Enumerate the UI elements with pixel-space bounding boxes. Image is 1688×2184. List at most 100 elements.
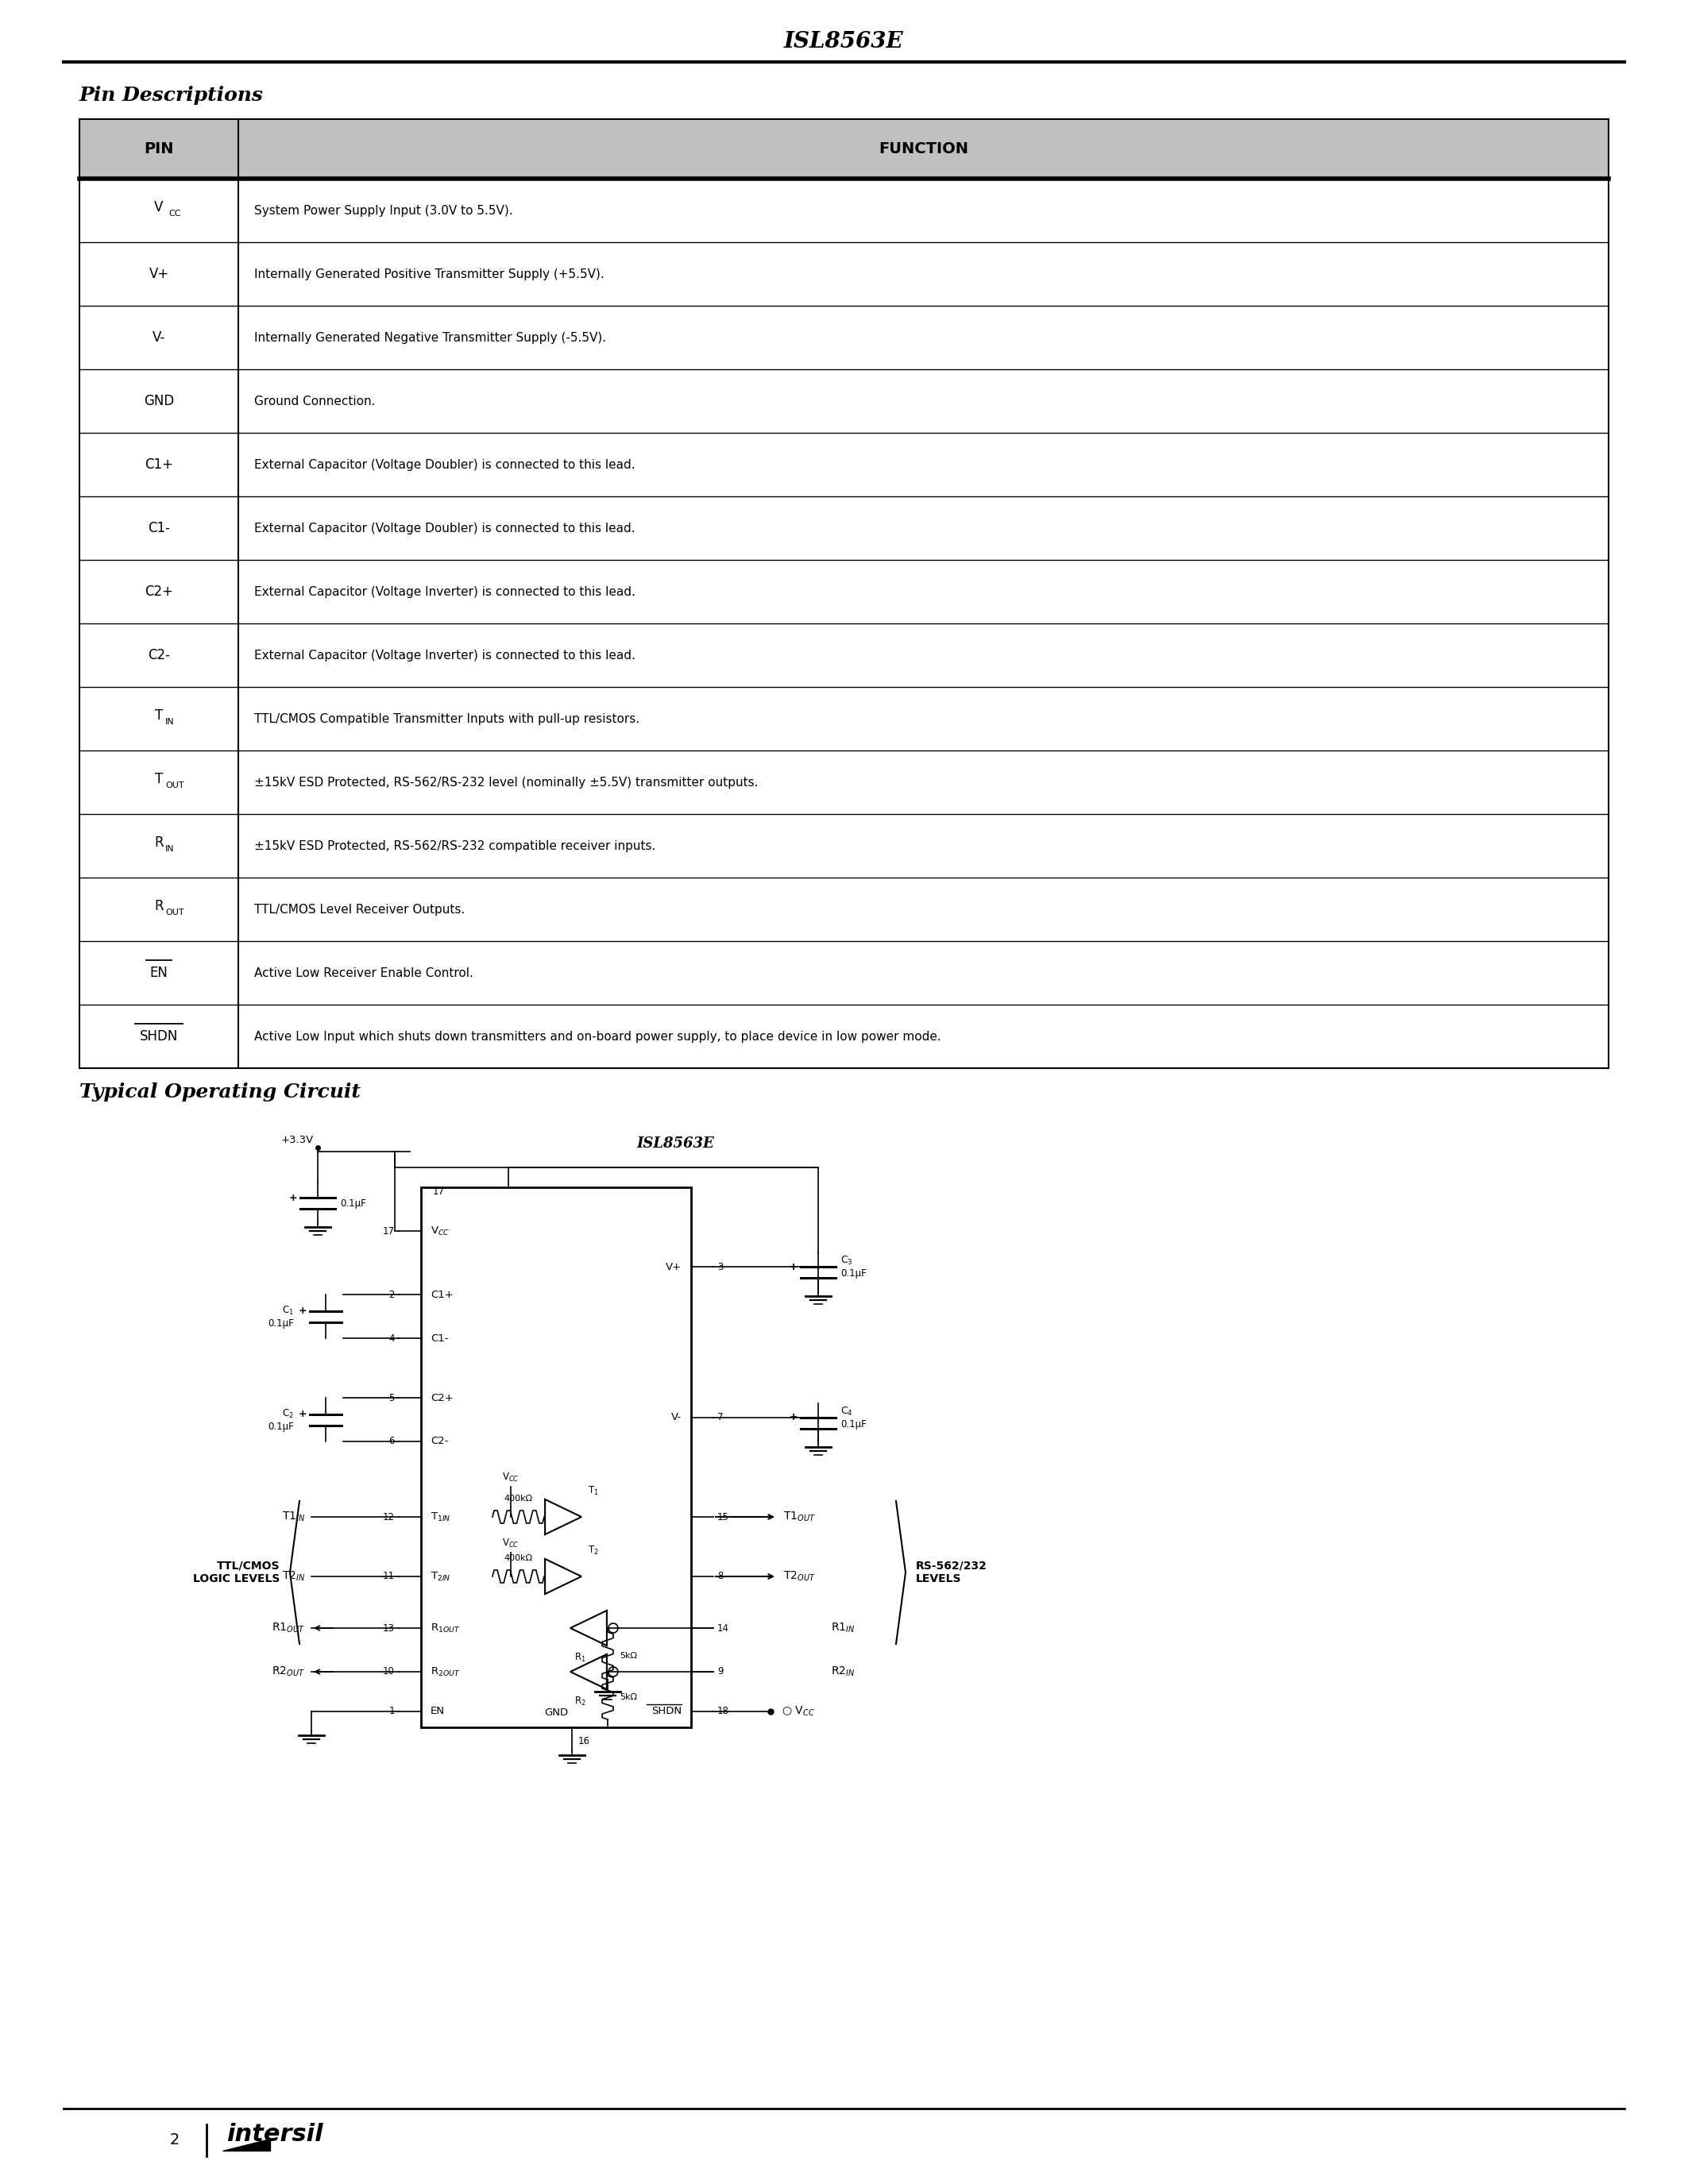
Text: GND: GND	[544, 1708, 567, 1719]
Text: ISL8563E: ISL8563E	[636, 1136, 714, 1151]
Text: intersil: intersil	[226, 2123, 322, 2147]
Text: V: V	[154, 201, 164, 214]
Text: ±15kV ESD Protected, RS-562/RS-232 compatible receiver inputs.: ±15kV ESD Protected, RS-562/RS-232 compa…	[255, 841, 655, 852]
Text: V$_{CC}$: V$_{CC}$	[430, 1225, 449, 1236]
Text: T1$_{IN}$: T1$_{IN}$	[282, 1511, 306, 1524]
Text: T2$_{IN}$: T2$_{IN}$	[282, 1570, 306, 1583]
Polygon shape	[223, 2138, 270, 2151]
Text: EN: EN	[430, 1706, 446, 1717]
Text: 13: 13	[383, 1623, 395, 1634]
Text: R: R	[154, 900, 164, 913]
Text: 0.1μF: 0.1μF	[339, 1199, 366, 1208]
Text: OUT: OUT	[165, 782, 184, 788]
Text: 8: 8	[717, 1570, 722, 1581]
Text: System Power Supply Input (3.0V to 5.5V).: System Power Supply Input (3.0V to 5.5V)…	[255, 205, 513, 216]
Text: IN: IN	[165, 845, 174, 854]
Text: C1-: C1-	[149, 522, 170, 535]
Text: R$_1$: R$_1$	[574, 1651, 586, 1664]
Text: Typical Operating Circuit: Typical Operating Circuit	[79, 1083, 361, 1101]
Text: T$_{2IN}$: T$_{2IN}$	[430, 1570, 451, 1583]
Text: +: +	[788, 1262, 797, 1271]
Text: 17: 17	[383, 1225, 395, 1236]
Text: RS-562/232
LEVELS: RS-562/232 LEVELS	[917, 1562, 987, 1583]
Text: CC: CC	[169, 210, 181, 218]
Text: 7: 7	[717, 1413, 722, 1422]
Text: T$_2$: T$_2$	[587, 1544, 599, 1557]
Text: R2$_{IN}$: R2$_{IN}$	[830, 1664, 856, 1677]
Text: 16: 16	[579, 1736, 591, 1747]
Text: +: +	[788, 1262, 797, 1271]
Text: Internally Generated Positive Transmitter Supply (+5.5V).: Internally Generated Positive Transmitte…	[255, 269, 604, 280]
Text: 0.1μF: 0.1μF	[841, 1269, 866, 1278]
Text: SHDN: SHDN	[652, 1706, 682, 1717]
Text: IN: IN	[165, 719, 174, 725]
Text: 12: 12	[383, 1511, 395, 1522]
Text: FUNCTION: FUNCTION	[878, 142, 969, 157]
Text: SHDN: SHDN	[140, 1029, 179, 1044]
Text: V-: V-	[152, 330, 165, 345]
Text: ISL8563E: ISL8563E	[783, 31, 903, 52]
Text: V+: V+	[665, 1262, 682, 1271]
Text: 0.1μF: 0.1μF	[841, 1420, 866, 1428]
Text: 5: 5	[388, 1393, 395, 1402]
Text: C2-: C2-	[149, 649, 170, 662]
Text: 5kΩ: 5kΩ	[619, 1651, 636, 1660]
Text: C$_3$: C$_3$	[841, 1254, 852, 1267]
Text: OUT: OUT	[165, 909, 184, 917]
Text: 400kΩ: 400kΩ	[505, 1494, 533, 1503]
Text: T: T	[155, 708, 164, 723]
Text: 3: 3	[717, 1262, 722, 1271]
Text: R$_2$: R$_2$	[574, 1695, 586, 1708]
Text: 18: 18	[717, 1706, 729, 1717]
Text: EN: EN	[150, 965, 169, 981]
Text: External Capacitor (Voltage Inverter) is connected to this lead.: External Capacitor (Voltage Inverter) is…	[255, 585, 635, 598]
Text: 400kΩ: 400kΩ	[505, 1555, 533, 1562]
Text: 5kΩ: 5kΩ	[619, 1693, 636, 1701]
Text: R$_{2OUT}$: R$_{2OUT}$	[430, 1666, 461, 1677]
Text: ±15kV ESD Protected, RS-562/RS-232 level (nominally ±5.5V) transmitter outputs.: ±15kV ESD Protected, RS-562/RS-232 level…	[255, 775, 758, 788]
Text: C1+: C1+	[145, 456, 174, 472]
Text: T: T	[155, 771, 164, 786]
Text: External Capacitor (Voltage Doubler) is connected to this lead.: External Capacitor (Voltage Doubler) is …	[255, 522, 635, 535]
Text: Pin Descriptions: Pin Descriptions	[79, 85, 263, 105]
Text: C$_4$: C$_4$	[841, 1404, 852, 1417]
Text: ○ V$_{CC}$: ○ V$_{CC}$	[778, 1706, 815, 1719]
Text: R2$_{OUT}$: R2$_{OUT}$	[272, 1664, 306, 1677]
Text: C2+: C2+	[430, 1393, 454, 1402]
Bar	[420, 1188, 690, 1728]
Text: TTL/CMOS Compatible Transmitter Inputs with pull-up resistors.: TTL/CMOS Compatible Transmitter Inputs w…	[255, 712, 640, 725]
Text: +3.3V: +3.3V	[280, 1133, 314, 1144]
Text: Ground Connection.: Ground Connection.	[255, 395, 375, 406]
Text: 2: 2	[388, 1289, 395, 1299]
Text: PIN: PIN	[143, 142, 174, 157]
Text: T2$_{OUT}$: T2$_{OUT}$	[783, 1570, 815, 1583]
Text: +: +	[788, 1413, 797, 1422]
Text: V+: V+	[149, 266, 169, 282]
Text: Internally Generated Negative Transmitter Supply (-5.5V).: Internally Generated Negative Transmitte…	[255, 332, 606, 343]
Text: 14: 14	[717, 1623, 729, 1634]
Text: 15: 15	[717, 1511, 729, 1522]
Text: 17: 17	[432, 1186, 444, 1197]
Text: 10: 10	[383, 1666, 395, 1677]
Text: +: +	[299, 1306, 307, 1317]
Text: V$_{CC}$: V$_{CC}$	[501, 1472, 518, 1483]
Bar	[79, 120, 1609, 179]
Text: T1$_{OUT}$: T1$_{OUT}$	[783, 1511, 815, 1524]
Text: C1-: C1-	[430, 1332, 449, 1343]
Text: Active Low Receiver Enable Control.: Active Low Receiver Enable Control.	[255, 968, 473, 978]
Text: 11: 11	[383, 1570, 395, 1581]
Text: R1$_{OUT}$: R1$_{OUT}$	[272, 1621, 306, 1634]
Text: +: +	[289, 1192, 297, 1203]
Text: V-: V-	[672, 1413, 682, 1422]
Text: 6: 6	[388, 1437, 395, 1446]
Text: 2: 2	[170, 2134, 179, 2147]
Text: C1+: C1+	[430, 1289, 454, 1299]
Text: C$_1$
0.1μF: C$_1$ 0.1μF	[268, 1304, 294, 1328]
Text: 9: 9	[717, 1666, 722, 1677]
Text: TTL/CMOS
LOGIC LEVELS: TTL/CMOS LOGIC LEVELS	[192, 1562, 280, 1583]
Text: R$_{1OUT}$: R$_{1OUT}$	[430, 1623, 461, 1634]
Text: V$_{CC}$: V$_{CC}$	[501, 1538, 518, 1548]
Text: T$_1$: T$_1$	[587, 1485, 599, 1496]
Text: +: +	[299, 1409, 307, 1420]
Text: External Capacitor (Voltage Inverter) is connected to this lead.: External Capacitor (Voltage Inverter) is…	[255, 649, 635, 662]
